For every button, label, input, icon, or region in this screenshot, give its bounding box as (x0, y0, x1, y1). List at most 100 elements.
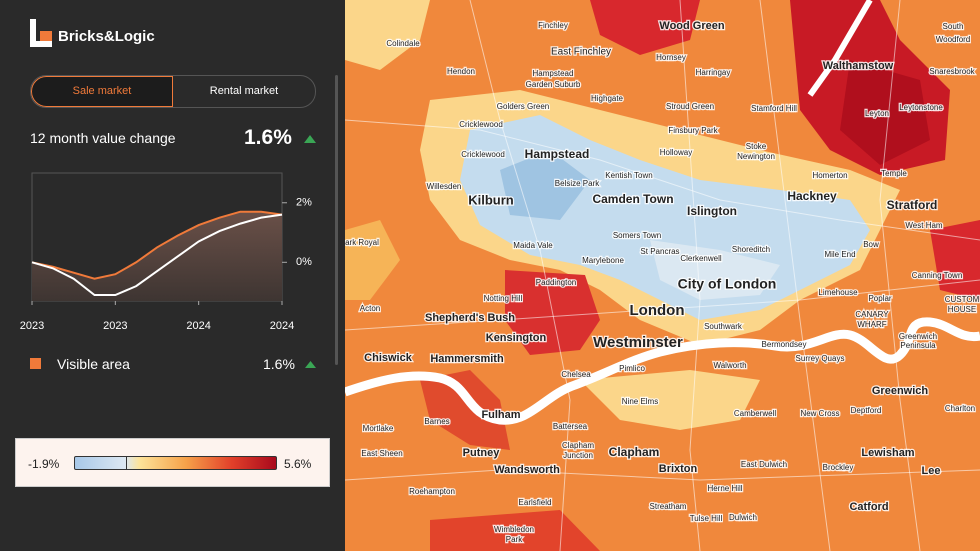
place-label: Snaresbrook (929, 67, 975, 76)
place-label: Park (506, 535, 523, 544)
map-area (420, 370, 510, 450)
roads (344, 0, 980, 551)
place-label: Kilburn (468, 192, 514, 207)
logo-icon (30, 19, 52, 47)
place-label: Earlsfield (519, 498, 552, 507)
place-label: Kensington (486, 332, 547, 344)
place-label: Cricklewood (461, 150, 505, 159)
place-label: St Pancras (640, 247, 679, 256)
place-label: Lee (922, 465, 941, 477)
place-label: New Cross (800, 409, 839, 418)
place-label: Hampstead (533, 69, 574, 78)
place-label: Greenwich (872, 385, 929, 397)
place-label: Willesden (427, 182, 462, 191)
place-label: HOUSE (948, 305, 976, 314)
place-label: Wimbledon (494, 525, 534, 534)
place-label: Marylebone (582, 256, 624, 265)
place-label: Bow (863, 240, 879, 249)
legend-value: 1.6% (263, 356, 295, 372)
map-area (840, 60, 930, 165)
map-area (580, 370, 760, 430)
place-label: Hornsey (656, 53, 686, 62)
place-label: Clerkenwell (680, 254, 722, 263)
place-label: Stoke (746, 142, 767, 151)
place-label: Shoreditch (732, 245, 770, 254)
place-label: Limehouse (818, 288, 858, 297)
place-label: Mile End (824, 250, 855, 259)
place-label: Charlton (945, 404, 975, 413)
place-label: Finsbury Park (668, 126, 718, 135)
map-area (345, 0, 430, 70)
place-label: Streatham (650, 502, 687, 511)
legend-swatch (30, 358, 41, 369)
up-arrow (305, 361, 316, 368)
place-label: Surrey Quays (796, 354, 845, 363)
place-label: Catford (849, 501, 888, 513)
place-label: Belsize Park (555, 179, 600, 188)
series-line (31, 213, 283, 297)
map-area (500, 150, 590, 220)
place-label: Pimlico (619, 364, 645, 373)
x-tick-label: 2023 (103, 320, 127, 332)
place-label: Southwark (704, 322, 743, 331)
place-label: Holloway (660, 148, 692, 157)
place-label: Canning Town (912, 271, 963, 280)
series-line (31, 210, 283, 280)
place-label: East Finchley (551, 47, 611, 58)
metric-value: 1.6% (244, 126, 292, 149)
place-label: Junction (563, 451, 593, 460)
x-tick-label: 2024 (186, 320, 210, 332)
side-panel: Bricks&Logic Sale market Rental market 1… (0, 0, 345, 551)
place-label: Clapham (609, 445, 660, 459)
place-labels: Finchley Wood Green Colindale East Finchley… (344, 19, 980, 546)
place-label: Chiswick (364, 352, 413, 364)
map-area (430, 510, 600, 551)
place-label: Stroud Green (666, 102, 714, 111)
place-label: London (630, 302, 685, 319)
y-tick-label: 0% (296, 256, 312, 268)
place-label: East Dulwich (741, 460, 787, 469)
place-label: Battersea (553, 422, 588, 431)
value-chart: 0% 2% 2023 2023 2024 2024 (20, 172, 312, 332)
place-label: Acton (360, 304, 380, 313)
place-label: Newington (737, 152, 775, 161)
place-label: Woodford (936, 35, 971, 44)
place-label: Hampstead (525, 147, 590, 161)
metric-label: 12 month value change (30, 130, 176, 146)
tab-sale[interactable]: Sale market (31, 76, 173, 107)
place-label: WHARF (857, 320, 886, 329)
place-label: Camberwell (734, 409, 776, 418)
place-label: Mortlake (363, 424, 394, 433)
place-label: City of London (678, 276, 777, 292)
tab-rental[interactable]: Rental market (209, 85, 279, 97)
place-label: Hackney (787, 189, 837, 203)
place-label: Leyton (865, 109, 889, 118)
legend-label: Visible area (57, 356, 130, 372)
place-label: Nine Elms (622, 397, 658, 406)
place-label: Garden Suburb (526, 80, 581, 89)
place-label: Chelsea (561, 370, 591, 379)
place-label: Peninsula (900, 341, 936, 350)
x-tick-label: 2023 (20, 320, 44, 332)
place-label: Homerton (812, 171, 847, 180)
map-area (930, 220, 980, 300)
place-label: Tulse Hill (690, 514, 723, 523)
place-label: Dulwich (729, 513, 757, 522)
place-label: Paddington (536, 278, 576, 287)
scrollbar[interactable] (335, 75, 338, 365)
map-area (590, 0, 700, 55)
place-label: Roehampton (409, 487, 455, 496)
up-arrow (304, 135, 316, 143)
place-label: Fulham (481, 409, 520, 421)
place-label: Camden Town (592, 192, 673, 206)
scale-bar (74, 456, 277, 470)
place-label: Westminster (593, 334, 683, 351)
place-label: Hendon (447, 67, 475, 76)
place-label: Brixton (659, 463, 698, 475)
place-label: Islington (687, 204, 737, 218)
place-label: Brockley (823, 463, 854, 472)
x-tick-label: 2024 (270, 320, 294, 332)
place-label: Lewisham (861, 447, 914, 459)
place-label: East Sheen (361, 449, 402, 458)
